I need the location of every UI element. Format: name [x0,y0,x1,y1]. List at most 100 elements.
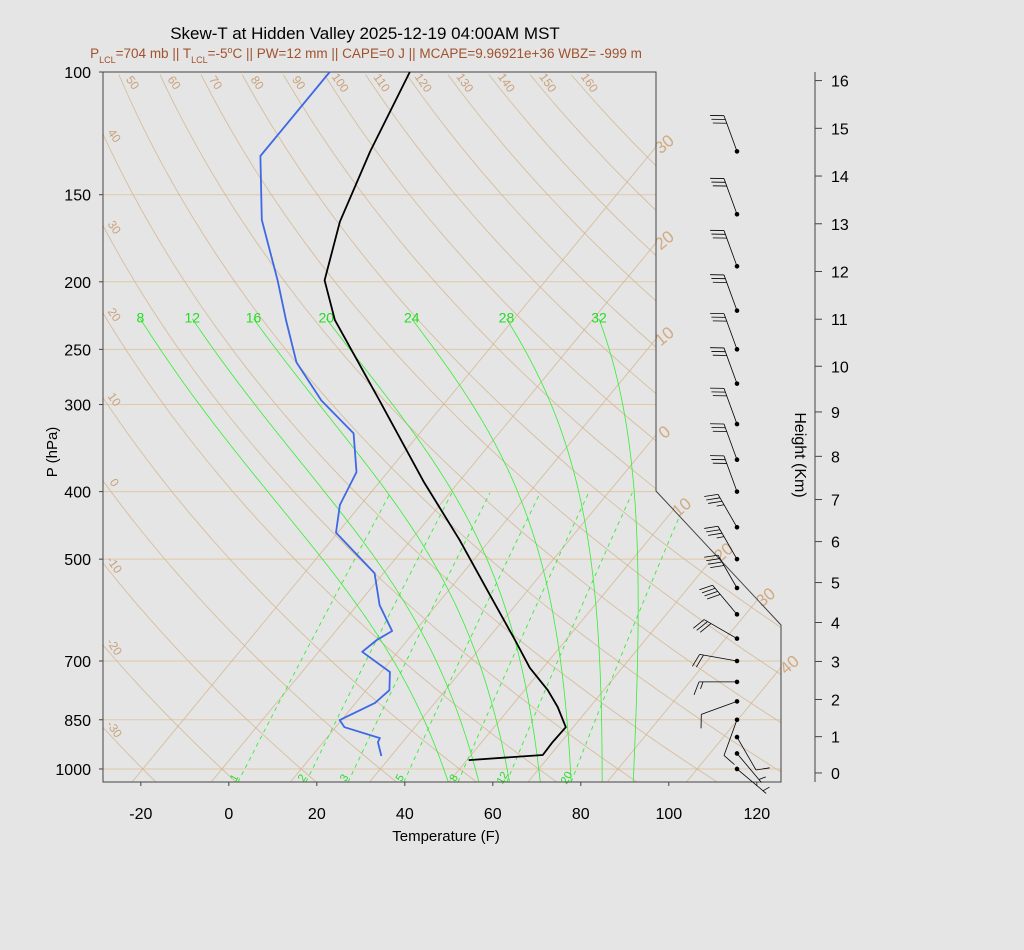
y-tick-label: 1000 [55,762,91,779]
dry-adiabat [103,74,237,782]
barb-staff [723,388,738,425]
barb-staff [723,423,738,460]
mixing-ratio-line [347,492,491,782]
x-tick-label: 80 [572,806,590,823]
barb-feather [699,623,712,633]
barb-dot [734,263,740,269]
x-tick-label: 0 [224,806,233,823]
barb-dot [734,457,740,463]
moist-adiabat [506,318,603,782]
mixing-ratio-line [457,492,590,782]
barb-feather [706,558,721,562]
barb-half [716,504,725,507]
dry-adiabat [529,74,781,782]
wind-barb [693,619,740,641]
y-axis-label: P (hPa) [44,427,61,478]
barb-staff [712,584,738,615]
mixing-ratio-line [237,492,391,782]
barb-dot [734,489,740,494]
wind-barb [700,699,740,729]
y-tick-label: 700 [64,654,91,671]
y2-tick-label: 4 [831,616,840,633]
barb-staff [703,619,738,639]
y2-tick-label: 12 [831,264,849,281]
barb-staff [723,230,738,267]
barb-feather [723,755,735,765]
wind-barb [710,347,740,386]
barb-dot [734,381,740,386]
wind-barb [734,766,770,794]
barb-dot [734,308,740,313]
wind-barb [699,584,740,617]
moist-adiabat-label: 24 [404,309,420,325]
barb-feather [704,554,719,558]
dry-adiabat [103,74,317,782]
barb-staff [736,768,767,794]
dry-adiabat [447,74,781,782]
subtitle-part: =704 mb || T [116,46,191,61]
subtitle-part: C || PW=12 mm || CAPE=0 J || MCAPE=9.969… [233,46,642,61]
barb-staff [723,115,738,152]
dry-adiabat [118,74,781,782]
wind-barb [710,312,740,352]
moist-adiabat-label: 28 [499,309,515,325]
mixing-ratio-label: 3 [338,772,351,783]
moist-adiabat [411,318,572,782]
moist-adiabat [191,318,480,782]
wind-barb [723,717,740,765]
subtitle-part: o [228,45,233,55]
y2-tick-label: 8 [831,449,840,466]
barb-staff [723,719,738,756]
y2-tick-label: 15 [831,121,849,138]
moist-adiabat [140,318,449,782]
y2-tick-label: 11 [831,312,848,329]
y2-tick-label: 3 [831,654,840,671]
barb-dot [734,751,740,756]
y2-tick-label: 7 [831,493,840,510]
barb-feather [706,594,721,600]
barb-feather [695,654,704,668]
barb-feather [710,565,725,569]
x-tick-label: 100 [655,806,682,823]
dry-adiabat [324,74,781,782]
wind-barb [710,274,740,313]
barb-dot [734,149,740,154]
barb-half [762,786,770,792]
isotherm [131,72,719,782]
barb-dot [734,524,740,530]
barb-staff [701,701,738,715]
wind-barb [710,115,740,154]
profile-line [323,71,567,761]
barb-staff [717,494,738,528]
subtitle-part: =-5 [208,46,228,61]
y-tick-label: 500 [64,552,91,569]
wind-barb [710,177,740,217]
y2-tick-label: 6 [831,535,840,552]
y2-tick-label: 1 [831,730,840,747]
barb-staff [723,455,738,492]
plot-frame [102,71,782,783]
barb-staff [723,178,738,215]
mixing-ratio-label: 8 [447,772,460,783]
y2-tick-label: 16 [831,74,849,91]
moist-adiabat [253,318,511,782]
mixing-ratio-line [305,492,453,782]
barb-dot [734,766,740,772]
x-tick-label: 20 [308,806,326,823]
moist-adiabat-label: 20 [319,309,335,325]
barb-staff [736,753,762,783]
moist-adiabat-label: 16 [246,309,262,325]
barb-staff [717,554,738,589]
dry-adiabat [282,74,781,782]
y-tick-label: 200 [64,275,91,292]
barb-dot [734,658,740,664]
isotherm [606,72,781,782]
dry-adiabat [103,74,477,782]
barb-feather [704,590,718,597]
mixing-ratio-line [403,492,541,782]
subtitle-part: P [90,46,99,61]
barb-feather [755,767,770,771]
y-tick-label: 250 [64,342,91,359]
